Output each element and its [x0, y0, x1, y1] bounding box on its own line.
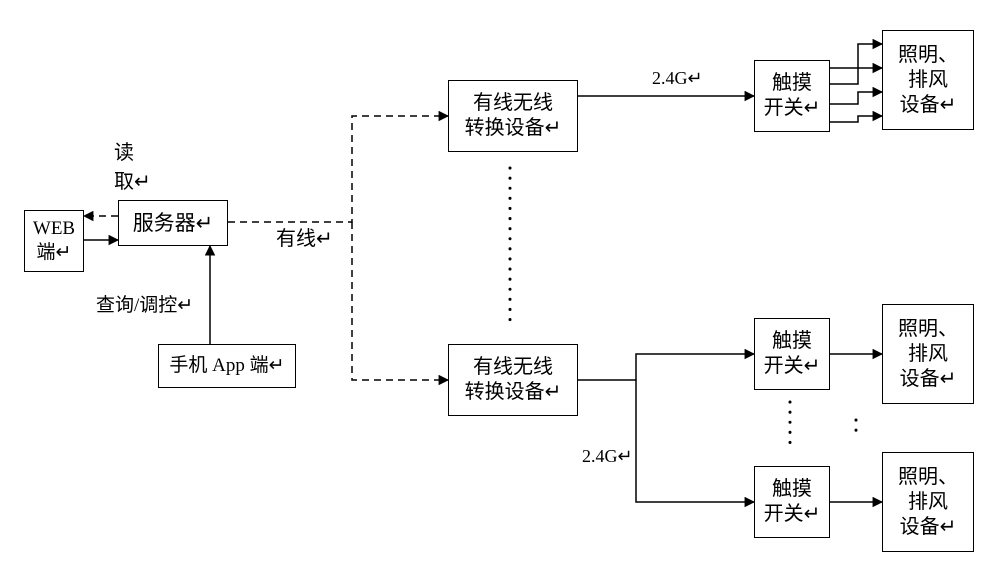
- node-label: 照明、 排风 设备↵: [898, 43, 958, 118]
- edge-sw1-dev1: [830, 44, 882, 68]
- node-label: 触摸 开关↵: [764, 71, 821, 121]
- label-l_wired: 有线↵: [276, 222, 333, 251]
- edge-conv2-sw2: [578, 354, 754, 380]
- node-server: 服务器↵: [118, 200, 228, 246]
- node-label: 有线无线 转换设备↵: [465, 91, 562, 141]
- node-label: WEB 端↵: [33, 217, 75, 265]
- label-l_query: 查询/调控↵: [96, 290, 193, 317]
- node-label: 照明、 排风 设备↵: [898, 465, 958, 540]
- node-app: 手机 App 端↵: [158, 344, 296, 388]
- edge-conv2-sw3: [636, 380, 754, 502]
- node-dev3: 照明、 排风 设备↵: [882, 452, 974, 552]
- edge-sw1-dev1: [830, 116, 882, 122]
- node-dev1: 照明、 排风 设备↵: [882, 30, 974, 130]
- node-label: 有线无线 转换设备↵: [465, 355, 562, 405]
- node-web: WEB 端↵: [24, 210, 84, 272]
- node-conv2: 有线无线 转换设备↵: [448, 344, 578, 416]
- node-label: 触摸 开关↵: [764, 477, 821, 527]
- node-conv1: 有线无线 转换设备↵: [448, 80, 578, 152]
- node-label: 触摸 开关↵: [764, 329, 821, 379]
- diagram-canvas: WEB 端↵ 服务器↵ 手机 App 端↵ 有线无线 转换设备↵ 有线无线 转换设备↵ 触…: [0, 0, 1000, 572]
- edge-server-conv1: [228, 116, 448, 222]
- edge-sw1-dev1: [830, 92, 882, 104]
- label-l_24g_a: 2.4G↵: [652, 68, 703, 89]
- node-sw2: 触摸 开关↵: [754, 318, 830, 390]
- label-l_24g_b: 2.4G↵: [582, 446, 633, 467]
- node-label: 服务器↵: [133, 210, 214, 236]
- node-label: 手机 App 端↵: [169, 354, 284, 378]
- edge-server-conv2: [352, 222, 448, 380]
- node-sw3: 触摸 开关↵: [754, 466, 830, 538]
- node-dev2: 照明、 排风 设备↵: [882, 304, 974, 404]
- node-label: 照明、 排风 设备↵: [898, 317, 958, 392]
- label-l_read: 读 取↵: [114, 136, 151, 194]
- node-sw1: 触摸 开关↵: [754, 60, 830, 132]
- edge-sw1-dev1: [830, 68, 882, 84]
